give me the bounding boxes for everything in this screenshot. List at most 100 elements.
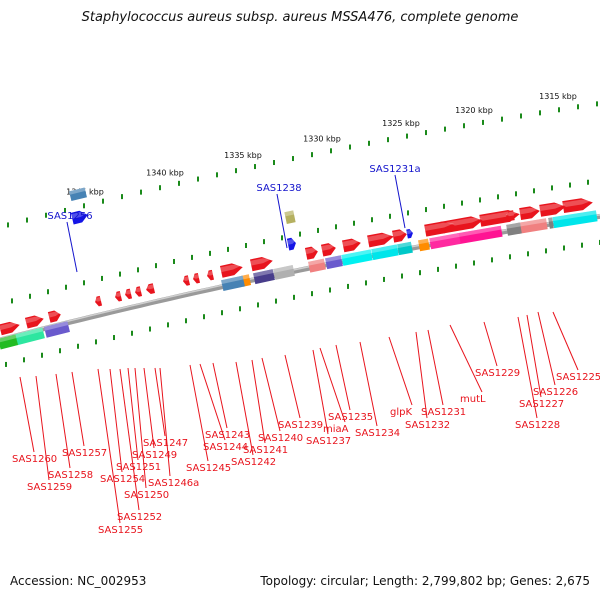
label-leader bbox=[517, 316, 538, 419]
blue-gene-arrow bbox=[70, 210, 88, 225]
tick-mark bbox=[349, 144, 351, 150]
gene-label: SAS1239 bbox=[278, 420, 323, 431]
tick-mark bbox=[317, 227, 319, 233]
cog-bar bbox=[284, 210, 296, 224]
label-leader bbox=[537, 311, 556, 386]
tick-mark bbox=[227, 246, 229, 252]
forward-gene-arrow bbox=[342, 238, 361, 253]
gene-label: SAS1246a bbox=[148, 478, 199, 489]
tick-mark bbox=[113, 335, 115, 341]
gene-label: SAS1228 bbox=[515, 420, 560, 431]
gene-label: SAS1254 bbox=[100, 474, 145, 485]
tick-mark bbox=[443, 203, 445, 209]
tick-mark bbox=[45, 212, 47, 218]
label-leader bbox=[449, 324, 483, 393]
gene-label: SAS1238 bbox=[256, 183, 301, 194]
label-leader bbox=[109, 368, 123, 473]
forward-gene-arrow bbox=[424, 221, 455, 237]
tick-mark bbox=[551, 185, 553, 191]
tick-mark bbox=[587, 179, 589, 185]
tick-mark bbox=[509, 254, 511, 260]
gene-label: SAS1243 bbox=[205, 430, 250, 441]
label-leader bbox=[312, 349, 329, 435]
label-leader bbox=[483, 321, 498, 367]
tick-mark bbox=[178, 180, 180, 186]
tick-mark bbox=[501, 116, 503, 122]
tick-mark bbox=[329, 287, 331, 293]
forward-gene-arrow bbox=[47, 310, 61, 323]
kbp-label: 1320 kbp bbox=[455, 106, 493, 115]
gene-label: SAS1258 bbox=[48, 470, 93, 481]
tick-mark bbox=[83, 280, 85, 286]
cog-bar bbox=[0, 334, 19, 350]
reverse-gene-arrow bbox=[94, 295, 103, 307]
tick-mark bbox=[425, 207, 427, 213]
forward-gene-arrow bbox=[562, 198, 593, 214]
reverse-gene-arrow bbox=[114, 291, 123, 302]
reverse-gene-arrow bbox=[505, 210, 515, 221]
label-leader bbox=[212, 362, 228, 429]
label-leader bbox=[97, 368, 121, 524]
cog-bar bbox=[548, 217, 554, 229]
tick-mark bbox=[167, 322, 169, 328]
label-leader bbox=[66, 221, 78, 273]
gene-label: SAS1250 bbox=[124, 490, 169, 501]
cog-bar bbox=[397, 241, 413, 256]
label-leader bbox=[394, 174, 406, 229]
map-title: Staphylococcus aureus subsp. aureus MSSA… bbox=[81, 10, 519, 25]
reverse-gene-arrow bbox=[206, 269, 215, 281]
tick-mark bbox=[140, 189, 142, 195]
tick-mark bbox=[371, 217, 373, 223]
gene-label: SAS1227 bbox=[519, 399, 564, 410]
tick-mark bbox=[311, 152, 313, 158]
forward-gene-arrow bbox=[249, 256, 273, 272]
tick-mark bbox=[491, 257, 493, 263]
gene-label: glpK bbox=[390, 407, 412, 418]
gene-label: SAS1244 bbox=[203, 442, 248, 453]
tick-mark bbox=[545, 248, 547, 254]
cog-bar bbox=[341, 249, 373, 266]
tick-mark bbox=[596, 101, 598, 107]
gene-label: SAS1231 bbox=[421, 407, 466, 418]
kbp-label: 1330 kbp bbox=[303, 135, 341, 144]
tick-mark bbox=[263, 239, 265, 245]
blue-gene-arrow bbox=[286, 237, 296, 251]
tick-mark bbox=[437, 266, 439, 272]
tick-mark bbox=[102, 198, 104, 204]
label-leader bbox=[415, 331, 428, 419]
tick-mark bbox=[47, 289, 49, 295]
tick-mark bbox=[185, 318, 187, 324]
tick-mark bbox=[257, 302, 259, 308]
tick-mark bbox=[335, 224, 337, 230]
label-leader bbox=[19, 376, 35, 453]
tick-mark bbox=[419, 270, 421, 276]
tick-mark bbox=[173, 258, 175, 264]
cog-bar bbox=[308, 258, 326, 273]
tick-mark bbox=[275, 298, 277, 304]
label-leader bbox=[119, 368, 140, 511]
tick-rows bbox=[5, 101, 600, 367]
tick-mark bbox=[569, 182, 571, 188]
tick-mark bbox=[119, 271, 121, 277]
gene-label: SAS1229 bbox=[475, 368, 520, 379]
gene-label: SAS1242 bbox=[231, 457, 276, 468]
reverse-gene-arrow bbox=[124, 288, 133, 300]
tick-mark bbox=[216, 172, 218, 178]
tick-mark bbox=[239, 306, 241, 312]
gene-label: SAS1255 bbox=[98, 525, 143, 536]
tick-mark bbox=[389, 213, 391, 219]
cog-bar bbox=[552, 210, 598, 229]
tick-mark bbox=[155, 263, 157, 269]
label-leader bbox=[55, 373, 71, 469]
label-leader bbox=[359, 341, 378, 427]
tick-mark bbox=[29, 293, 31, 299]
tick-mark bbox=[347, 283, 349, 289]
tick-mark bbox=[95, 339, 97, 345]
label-leader bbox=[127, 367, 139, 461]
tick-mark bbox=[539, 110, 541, 116]
label-leader bbox=[427, 329, 444, 406]
cog-bar bbox=[506, 222, 522, 236]
tick-mark bbox=[131, 330, 133, 336]
label-leader bbox=[388, 336, 413, 406]
tick-mark bbox=[353, 220, 355, 226]
